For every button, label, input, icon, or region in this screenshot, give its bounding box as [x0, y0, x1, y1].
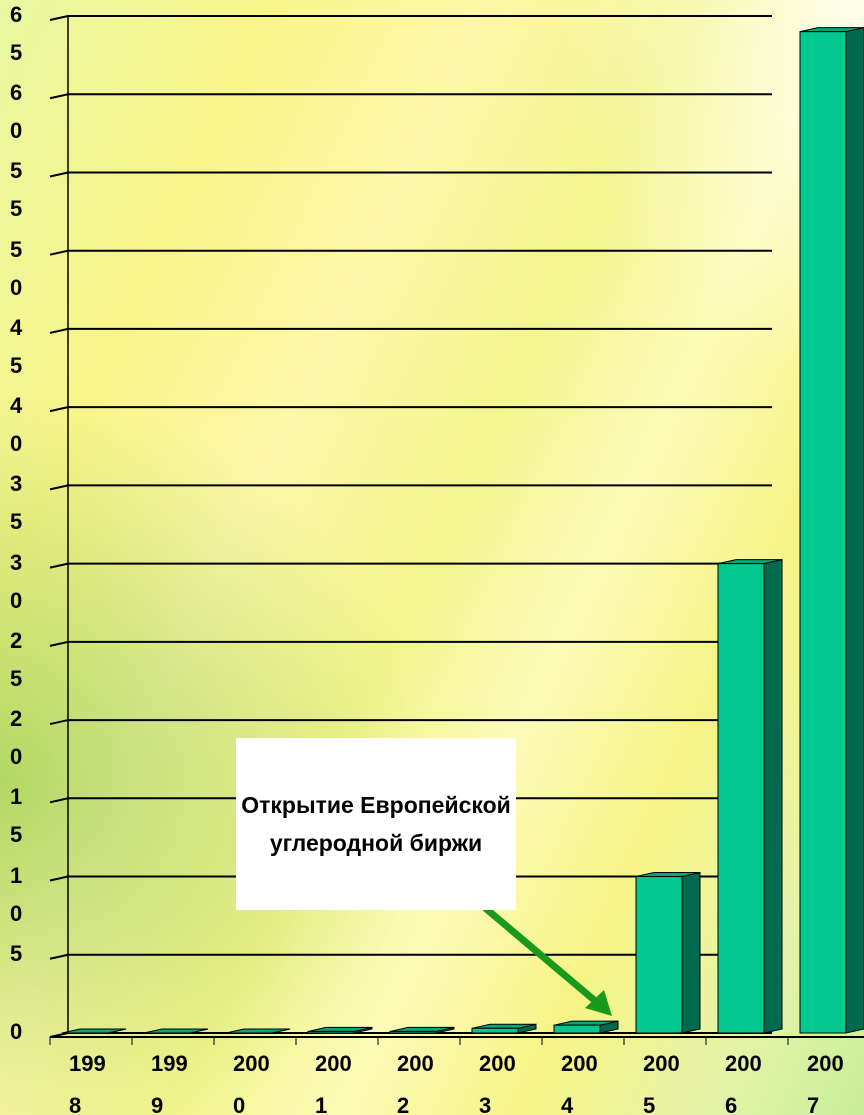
- bar: [472, 1028, 518, 1033]
- grid-line: [50, 407, 772, 411]
- chart: [0, 0, 864, 1115]
- bar: [554, 1025, 600, 1033]
- bar: [308, 1031, 354, 1033]
- grid-line: [50, 251, 772, 255]
- y-tick-label: 10: [10, 857, 24, 933]
- grid-line: [50, 642, 772, 646]
- y-tick-label: 50: [10, 231, 24, 307]
- x-tick-label: 2005: [643, 1043, 687, 1115]
- bar-side: [846, 28, 864, 1033]
- grid-line: [50, 172, 772, 176]
- bar: [718, 564, 764, 1033]
- x-tick-label: 2000: [233, 1043, 277, 1115]
- y-tick-label: 60: [10, 74, 24, 150]
- grid-line: [50, 720, 772, 724]
- slide: Открытие Европейской углеродной биржи 0 5…: [0, 0, 864, 1115]
- x-tick-label: 2004: [561, 1043, 605, 1115]
- y-tick-label: 5: [10, 935, 24, 973]
- y-tick-label: 55: [10, 152, 24, 228]
- y-tick-label: 40: [10, 387, 24, 463]
- grid-line: [50, 16, 772, 20]
- x-tick-label: 2002: [397, 1043, 441, 1115]
- grid-line: [50, 564, 772, 568]
- x-tick-label: 2006: [725, 1043, 769, 1115]
- bar: [636, 877, 682, 1033]
- y-tick-label: 15: [10, 778, 24, 854]
- y-tick-label: 65: [10, 0, 24, 72]
- y-tick-label: 0: [10, 1013, 24, 1051]
- y-tick-label: 25: [10, 622, 24, 698]
- bar-side: [682, 873, 700, 1033]
- bar: [390, 1031, 436, 1033]
- x-tick-label: 1999: [151, 1043, 195, 1115]
- x-tick-label: 2007: [807, 1043, 851, 1115]
- grid-line: [50, 94, 772, 98]
- bar-side: [764, 560, 782, 1033]
- bar: [800, 32, 846, 1033]
- y-tick-label: 45: [10, 309, 24, 385]
- x-tick-label: 1998: [69, 1043, 113, 1115]
- grid-line: [50, 329, 772, 333]
- annotation: Открытие Европейской углеродной биржи: [236, 738, 516, 910]
- y-tick-label: 35: [10, 465, 24, 541]
- x-tick-label: 2001: [315, 1043, 359, 1115]
- y-tick-label: 30: [10, 544, 24, 620]
- grid-line: [50, 485, 772, 489]
- x-tick-label: 2003: [479, 1043, 523, 1115]
- y-tick-label: 20: [10, 700, 24, 776]
